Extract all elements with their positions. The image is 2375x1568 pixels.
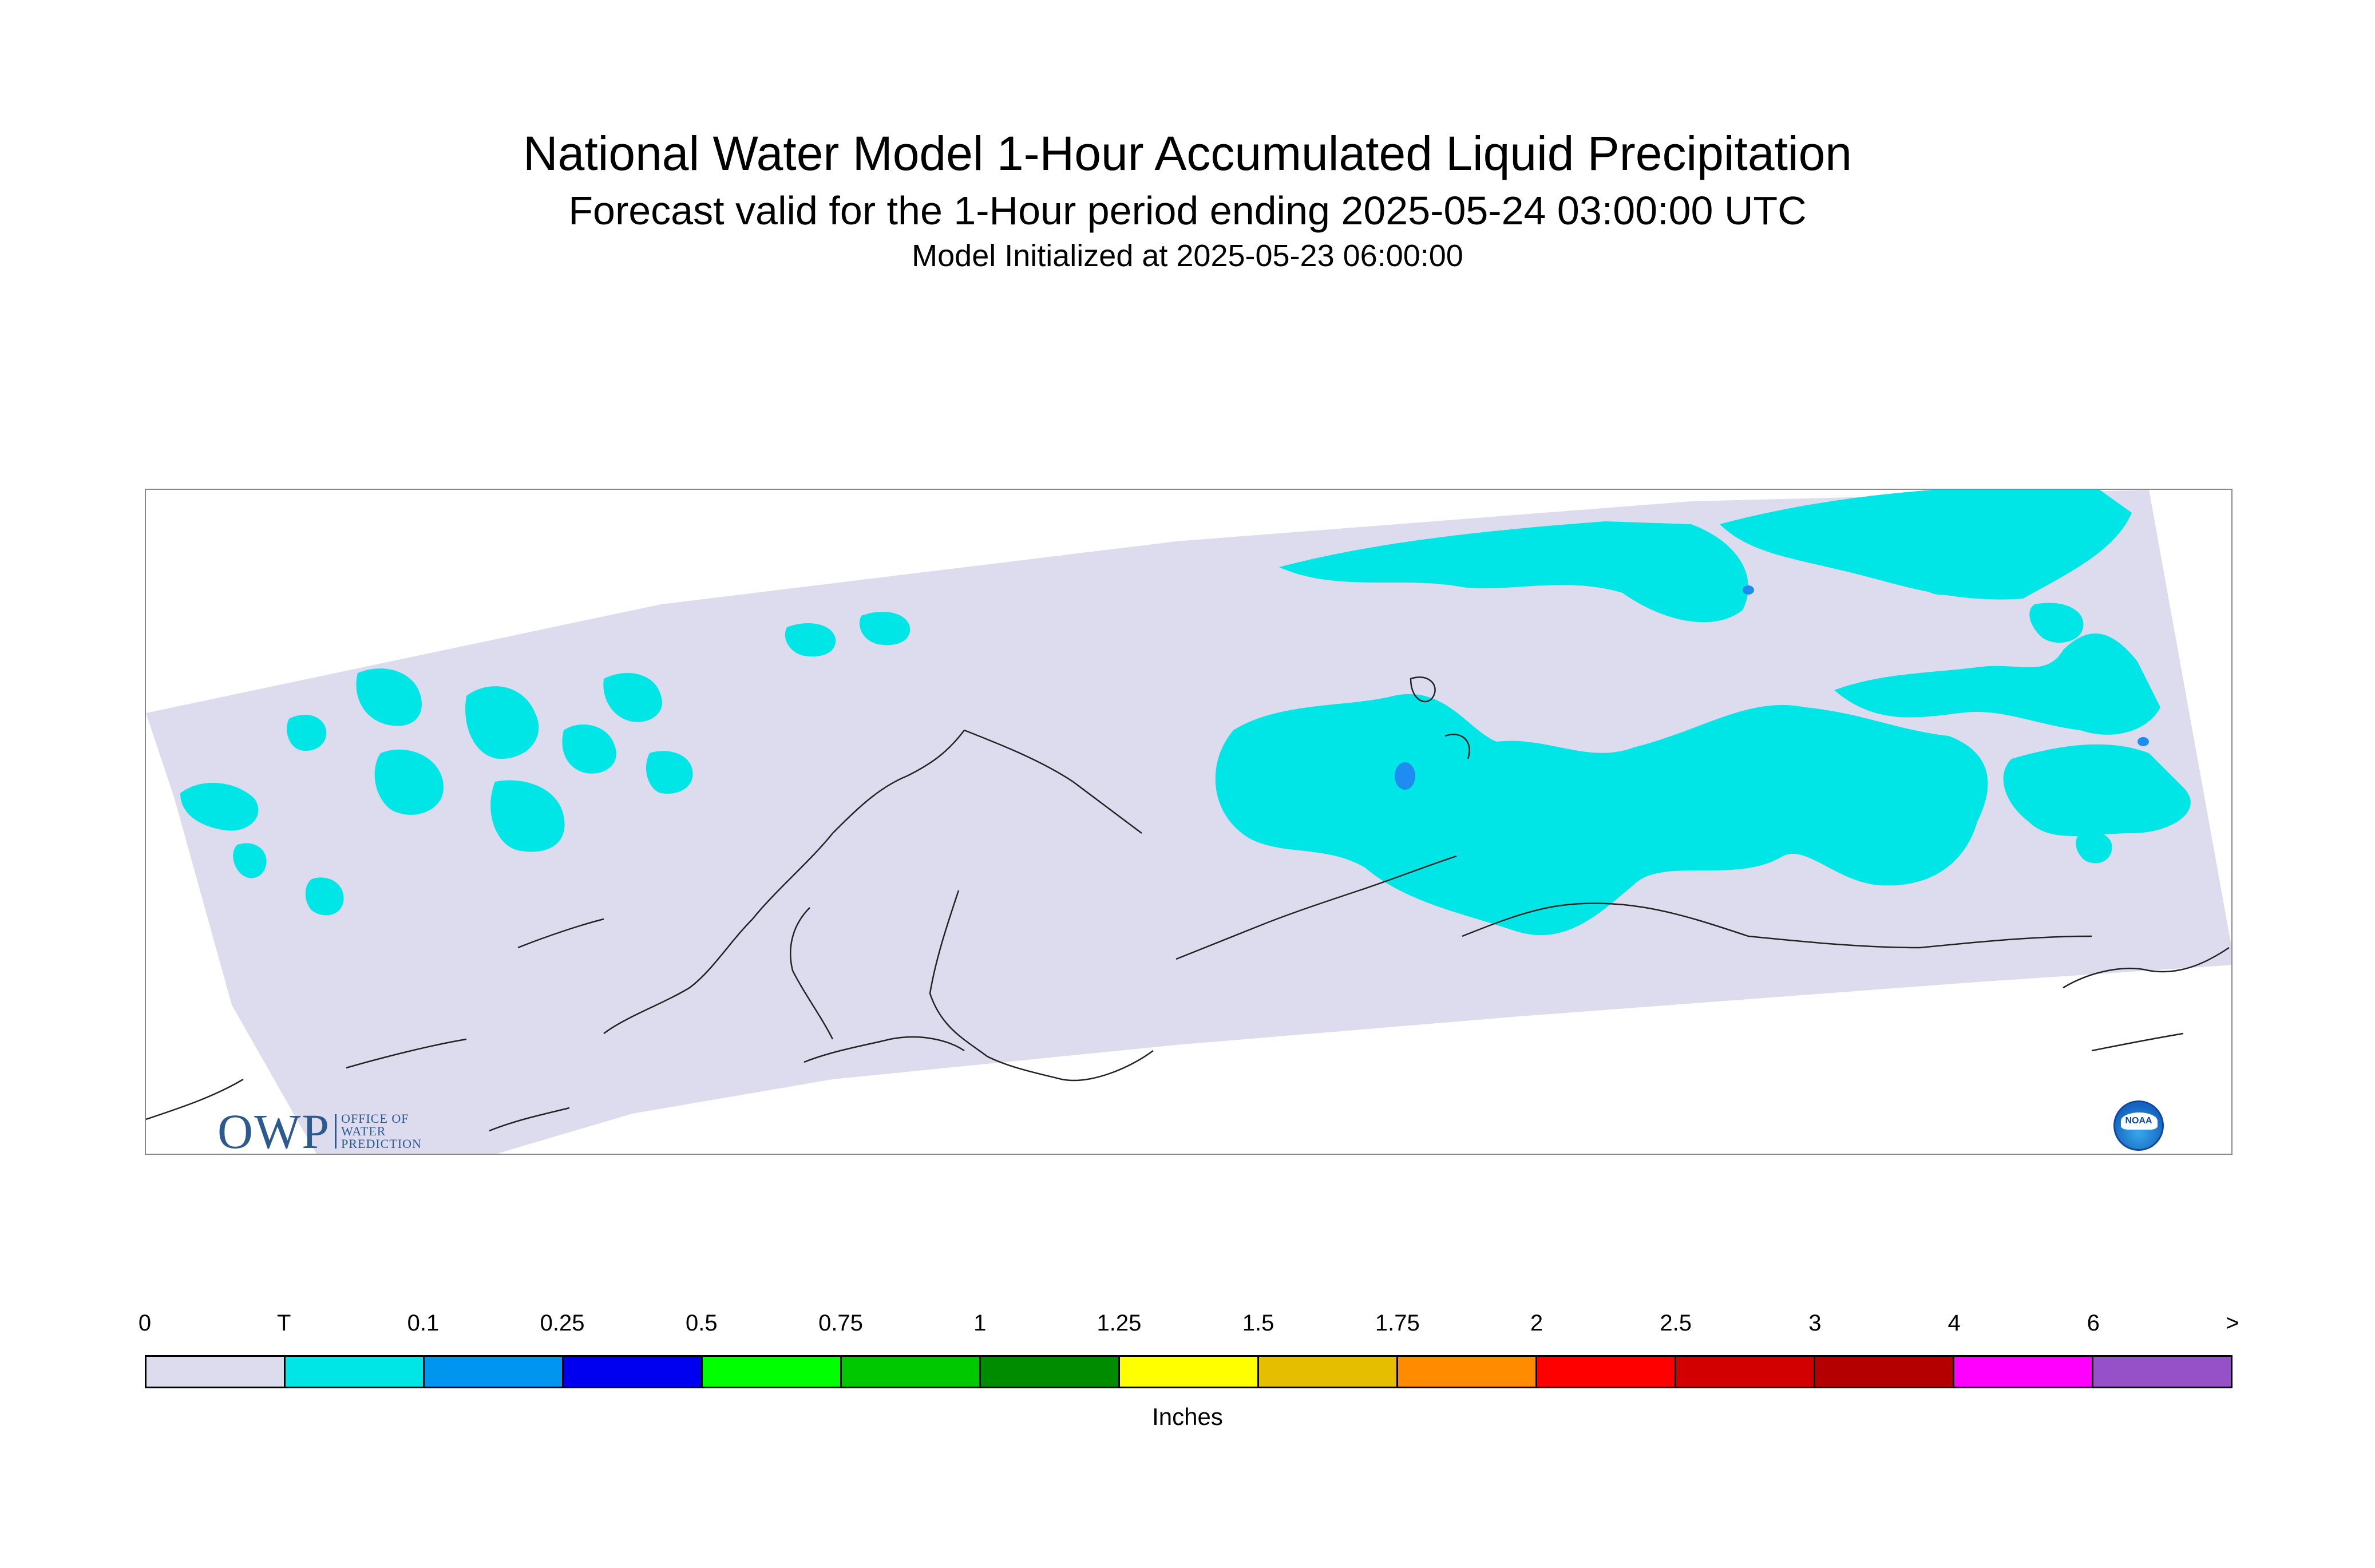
legend-label: > <box>2226 1310 2239 1336</box>
legend-label: 1 <box>973 1310 987 1336</box>
legend-swatch <box>1259 1357 1398 1387</box>
legend-swatch <box>1676 1357 1815 1387</box>
legend-swatch <box>981 1357 1120 1387</box>
legend-label: 0.1 <box>407 1310 440 1336</box>
legend-swatch <box>1398 1357 1537 1387</box>
noaa-logo-text: NOAA <box>2125 1116 2152 1126</box>
map-title: National Water Model 1-Hour Accumulated … <box>522 126 1852 180</box>
owp-logo: OWP OFFICE OF WATER PREDICTION <box>217 1104 422 1155</box>
legend-swatch <box>2093 1357 2231 1387</box>
legend-label: 0.5 <box>685 1310 718 1336</box>
map-frame: OWP OFFICE OF WATER PREDICTION NOAA <box>145 489 2232 1155</box>
legend-label: 1.25 <box>1097 1310 1142 1336</box>
precipitation-map <box>146 490 2231 1154</box>
legend-swatch <box>286 1357 425 1387</box>
legend-swatch <box>1815 1357 1954 1387</box>
owp-logo-letters: OWP <box>217 1104 331 1155</box>
legend-label: 1.75 <box>1375 1310 1420 1336</box>
legend-label: 0.25 <box>540 1310 585 1336</box>
legend-label: 1.5 <box>1242 1310 1274 1336</box>
legend-swatch <box>425 1357 564 1387</box>
legend-label: 3 <box>1808 1310 1822 1336</box>
map-subtitle: Forecast valid for the 1-Hour period end… <box>568 188 1807 233</box>
legend-swatch <box>703 1357 842 1387</box>
owp-logo-line-1: OFFICE OF <box>341 1111 409 1126</box>
noaa-logo: NOAA <box>2113 1100 2164 1151</box>
legend-label: 0 <box>138 1310 152 1336</box>
legend-swatch <box>1537 1357 1676 1387</box>
owp-logo-text: OFFICE OF WATER PREDICTION <box>341 1112 422 1150</box>
legend-label: 6 <box>2087 1310 2100 1336</box>
legend-label: T <box>276 1310 291 1336</box>
legend-swatch <box>564 1357 703 1387</box>
owp-logo-line-2: WATER <box>341 1124 386 1138</box>
precipitation-heavier-spots <box>1395 585 2149 790</box>
noaa-logo-wave <box>2121 1112 2158 1130</box>
legend-swatch <box>147 1357 286 1387</box>
model-init-time: Model Initialized at 2025-05-23 06:00:00 <box>912 239 1463 273</box>
legend-label: 4 <box>1948 1310 1961 1336</box>
legend-swatch <box>842 1357 981 1387</box>
legend-label: 2.5 <box>1660 1310 1692 1336</box>
precipitation-areas <box>180 490 2191 936</box>
legend-units: Inches <box>1152 1403 1223 1430</box>
legend-swatch <box>1120 1357 1259 1387</box>
legend-label: 0.75 <box>818 1310 863 1336</box>
legend-color-bar <box>145 1355 2232 1388</box>
owp-logo-divider <box>335 1114 337 1149</box>
model-domain-area <box>146 490 2231 1154</box>
owp-logo-line-3: PREDICTION <box>341 1137 422 1151</box>
legend-swatch <box>1954 1357 2093 1387</box>
legend-label: 2 <box>1530 1310 1543 1336</box>
coastlines <box>146 676 2230 1132</box>
